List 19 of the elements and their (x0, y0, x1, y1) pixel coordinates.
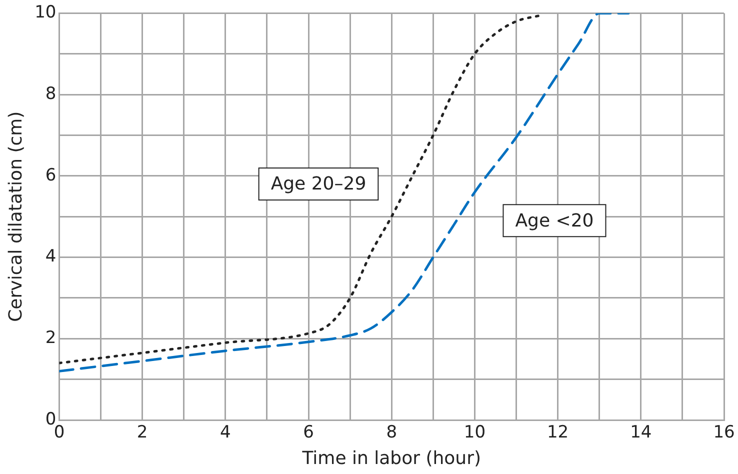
y-tick-label: 8 (45, 84, 56, 104)
y-tick-label: 2 (45, 328, 56, 348)
x-tick-label: 12 (546, 422, 569, 443)
text: Age <20 (515, 210, 594, 232)
y-tick-label: 0 (45, 409, 56, 430)
series-label: Age 20–29 (270, 174, 366, 195)
x-tick-label: 4 (220, 422, 231, 443)
x-axis-title: Time in labor (hour) (301, 448, 482, 469)
y-tick-label: 6 (45, 165, 56, 186)
y-axis-title: Cervical dilatation (cm) (5, 111, 26, 322)
x-tick-label: 14 (630, 422, 652, 443)
line-series (59, 13, 630, 372)
x-tick-label: 2 (136, 422, 148, 443)
x-tick-label: 6 (303, 422, 314, 443)
x-tick-label: 16 (713, 422, 735, 443)
x-tick-label: 8 (386, 422, 398, 443)
x-tick-label: 10 (464, 422, 486, 443)
y-tick-label: 10 (34, 2, 56, 23)
y-tick-label: 4 (45, 246, 56, 267)
